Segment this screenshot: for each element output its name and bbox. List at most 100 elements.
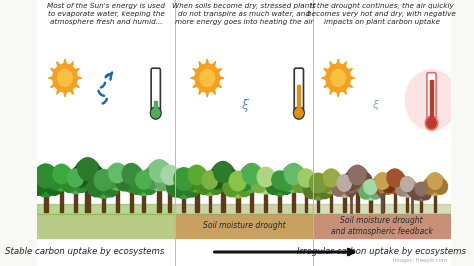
Polygon shape xyxy=(206,59,209,64)
Bar xyxy=(406,194,409,212)
Circle shape xyxy=(202,171,218,189)
Polygon shape xyxy=(330,89,333,94)
Circle shape xyxy=(282,164,306,192)
Circle shape xyxy=(310,173,327,193)
Circle shape xyxy=(279,178,293,194)
Polygon shape xyxy=(77,77,82,80)
Circle shape xyxy=(295,170,316,194)
Polygon shape xyxy=(193,84,197,88)
Circle shape xyxy=(62,176,76,192)
Circle shape xyxy=(106,164,129,190)
Polygon shape xyxy=(348,69,353,72)
Circle shape xyxy=(152,108,160,118)
Circle shape xyxy=(50,165,73,191)
Circle shape xyxy=(278,171,295,191)
Circle shape xyxy=(182,172,198,191)
Circle shape xyxy=(420,187,431,200)
Circle shape xyxy=(60,171,76,190)
Circle shape xyxy=(401,177,414,192)
Circle shape xyxy=(196,178,211,194)
Circle shape xyxy=(239,164,264,192)
Text: Irregular carbon uptake by ecosystems: Irregular carbon uptake by ecosystems xyxy=(297,247,466,256)
Circle shape xyxy=(284,164,303,185)
Polygon shape xyxy=(191,77,195,80)
Circle shape xyxy=(411,187,422,200)
Circle shape xyxy=(343,181,357,196)
Circle shape xyxy=(295,108,303,118)
Bar xyxy=(85,184,90,212)
Circle shape xyxy=(195,64,219,92)
Polygon shape xyxy=(324,84,328,88)
Bar xyxy=(434,192,437,212)
Circle shape xyxy=(142,168,161,189)
Bar xyxy=(393,190,396,212)
Bar xyxy=(356,188,359,212)
Bar xyxy=(313,214,451,238)
Bar xyxy=(369,197,372,212)
Polygon shape xyxy=(321,77,326,80)
Circle shape xyxy=(318,176,332,192)
Circle shape xyxy=(122,164,140,185)
Bar xyxy=(37,204,175,214)
Circle shape xyxy=(303,180,319,199)
Circle shape xyxy=(398,177,416,197)
Bar xyxy=(37,214,175,238)
Circle shape xyxy=(207,169,224,189)
Circle shape xyxy=(370,179,383,194)
Circle shape xyxy=(362,180,379,200)
Text: When soils become dry, stressed plants
do not transpire as much water, and
more : When soils become dry, stressed plants d… xyxy=(172,3,316,26)
Circle shape xyxy=(27,173,47,195)
Circle shape xyxy=(237,178,253,197)
Bar xyxy=(250,188,254,212)
Bar xyxy=(430,80,433,123)
Circle shape xyxy=(119,164,144,192)
Circle shape xyxy=(53,164,70,184)
Circle shape xyxy=(36,164,56,188)
Bar xyxy=(382,192,384,212)
Circle shape xyxy=(174,168,193,190)
Circle shape xyxy=(321,170,342,194)
Bar xyxy=(155,101,157,113)
Bar xyxy=(343,194,346,212)
Bar xyxy=(168,188,171,212)
Circle shape xyxy=(102,177,119,197)
Circle shape xyxy=(32,165,60,197)
Circle shape xyxy=(298,169,314,187)
Bar xyxy=(175,0,313,266)
Polygon shape xyxy=(70,61,73,67)
Polygon shape xyxy=(217,84,222,88)
Bar xyxy=(175,204,313,214)
Polygon shape xyxy=(343,89,346,94)
Circle shape xyxy=(130,178,145,194)
Bar xyxy=(74,190,77,212)
Polygon shape xyxy=(343,61,346,67)
Bar xyxy=(60,187,63,212)
Circle shape xyxy=(94,169,112,190)
Circle shape xyxy=(151,107,161,119)
Circle shape xyxy=(169,172,184,191)
Bar xyxy=(44,192,47,212)
Circle shape xyxy=(356,172,372,191)
Circle shape xyxy=(293,107,304,119)
Circle shape xyxy=(133,172,154,196)
Circle shape xyxy=(74,159,101,189)
Circle shape xyxy=(434,179,447,194)
Polygon shape xyxy=(199,89,202,94)
Polygon shape xyxy=(212,61,216,67)
Bar xyxy=(142,192,145,212)
Bar xyxy=(157,186,161,212)
Polygon shape xyxy=(48,77,53,80)
Circle shape xyxy=(91,170,116,198)
Bar xyxy=(130,188,133,212)
Circle shape xyxy=(343,172,358,191)
Circle shape xyxy=(167,176,185,197)
Circle shape xyxy=(136,171,151,189)
Circle shape xyxy=(428,173,442,189)
Polygon shape xyxy=(193,69,197,72)
Circle shape xyxy=(405,70,458,130)
Circle shape xyxy=(323,169,339,187)
Bar xyxy=(313,0,451,266)
Bar xyxy=(209,192,211,212)
Circle shape xyxy=(86,166,105,187)
Bar xyxy=(175,214,313,238)
